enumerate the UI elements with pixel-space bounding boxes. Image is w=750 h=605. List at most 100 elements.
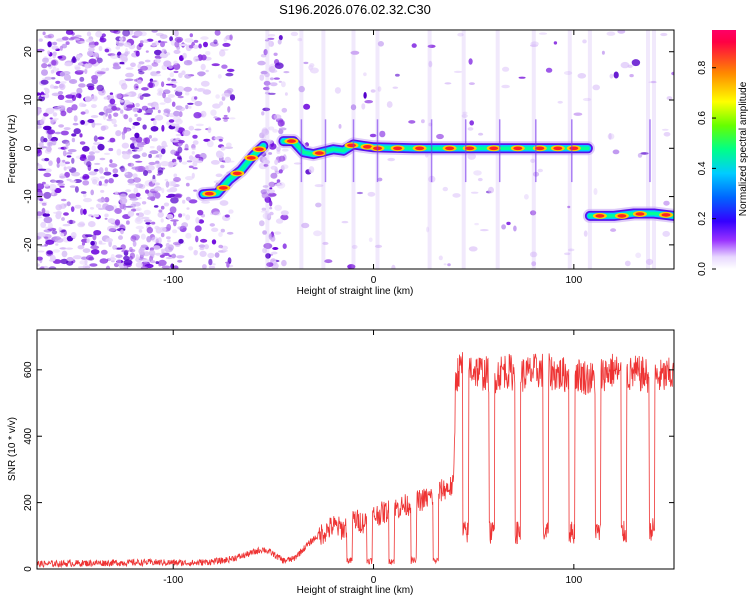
noise-speck [203,41,208,48]
noise-speck [200,80,210,87]
ridge-hotspot-core [347,143,356,148]
noise-speck [191,151,195,155]
ridge-hotspot-core [246,156,256,160]
noise-speck [109,98,116,105]
noise-speck [129,197,139,201]
noise-speck [567,205,571,209]
noise-speck [209,223,215,227]
noise-speck [173,177,181,182]
ridge-hotspot-core [218,186,228,190]
noise-speck [261,111,265,116]
noise-speck [142,258,150,263]
noise-speck [261,207,266,211]
noise-speck [613,71,619,79]
noise-speck [281,107,288,113]
noise-speck [166,214,174,219]
noise-speck [212,103,221,109]
spectrogram-xtick-label: 100 [565,275,582,286]
noise-speck [152,74,162,77]
noise-speck [61,43,68,49]
noise-speck [477,177,483,182]
noise-speck [93,168,99,172]
noise-speck [374,244,383,248]
noise-speck [149,150,159,155]
spectrogram-ytick-label: 20 [23,46,34,58]
noise-speck [195,58,200,61]
noise-speck [146,226,153,234]
noise-speck [363,92,367,99]
noise-speck [71,133,77,137]
noise-speck [37,107,42,115]
noise-speck [42,31,46,36]
noise-speck [263,86,270,91]
noise-speck [135,212,140,216]
noise-speck [537,168,543,173]
noise-speck [59,175,66,179]
noise-speck [224,214,230,218]
noise-speck [145,107,154,115]
noise-speck [141,87,149,91]
noise-speck [184,148,189,151]
noise-speck [155,252,162,256]
noise-speck [64,99,74,103]
noise-speck [79,133,83,138]
noise-speck [40,266,45,269]
noise-speck [313,230,322,237]
noise-speck [194,87,198,91]
noise-speck [113,112,119,117]
noise-speck [188,155,194,161]
noise-speck [152,245,161,250]
noise-speck [70,206,75,213]
noise-speck [37,250,45,253]
noise-speck [276,146,281,152]
noise-speck [86,31,92,37]
noise-speck [99,157,106,161]
noise-speck [139,40,144,44]
noise-speck [112,168,119,174]
noise-speck [148,161,156,166]
noise-speck [166,223,172,231]
noise-speck [347,264,356,269]
noise-speck [178,157,183,163]
noise-speck [97,198,107,203]
noise-speck [73,115,78,122]
noise-speck [121,142,130,149]
noise-speck [94,150,100,154]
noise-speck [193,44,199,49]
noise-speck [161,265,171,269]
noise-speck [44,35,52,39]
noise-speck [164,144,168,148]
noise-speck [377,41,384,47]
noise-speck [166,236,171,240]
snr-ytick-label: 0 [23,566,34,572]
noise-speck [171,101,176,107]
noise-speck [43,93,50,99]
ridge-hotspot-core [553,146,563,151]
noise-speck [193,112,202,119]
noise-speck [224,146,233,149]
noise-speck [115,40,120,46]
noise-speck [74,38,81,41]
noise-speck [150,260,156,264]
noise-speck [72,122,79,126]
noise-speck [99,37,107,43]
noise-speck [175,86,185,93]
noise-speck [145,221,151,225]
noise-speck [69,219,73,225]
noise-speck [188,44,194,49]
noise-speck [139,95,144,100]
snr-series-line [37,352,674,569]
noise-speck [110,54,119,59]
noise-speck [44,168,52,173]
noise-speck [37,183,45,190]
noise-speck [48,183,57,191]
noise-speck [138,248,145,255]
noise-speck [134,165,144,173]
noise-speck [606,31,616,36]
noise-speck [324,259,333,264]
noise-speck [143,137,148,143]
noise-speck [620,61,630,69]
noise-speck [130,208,137,212]
noise-speck [127,183,137,186]
